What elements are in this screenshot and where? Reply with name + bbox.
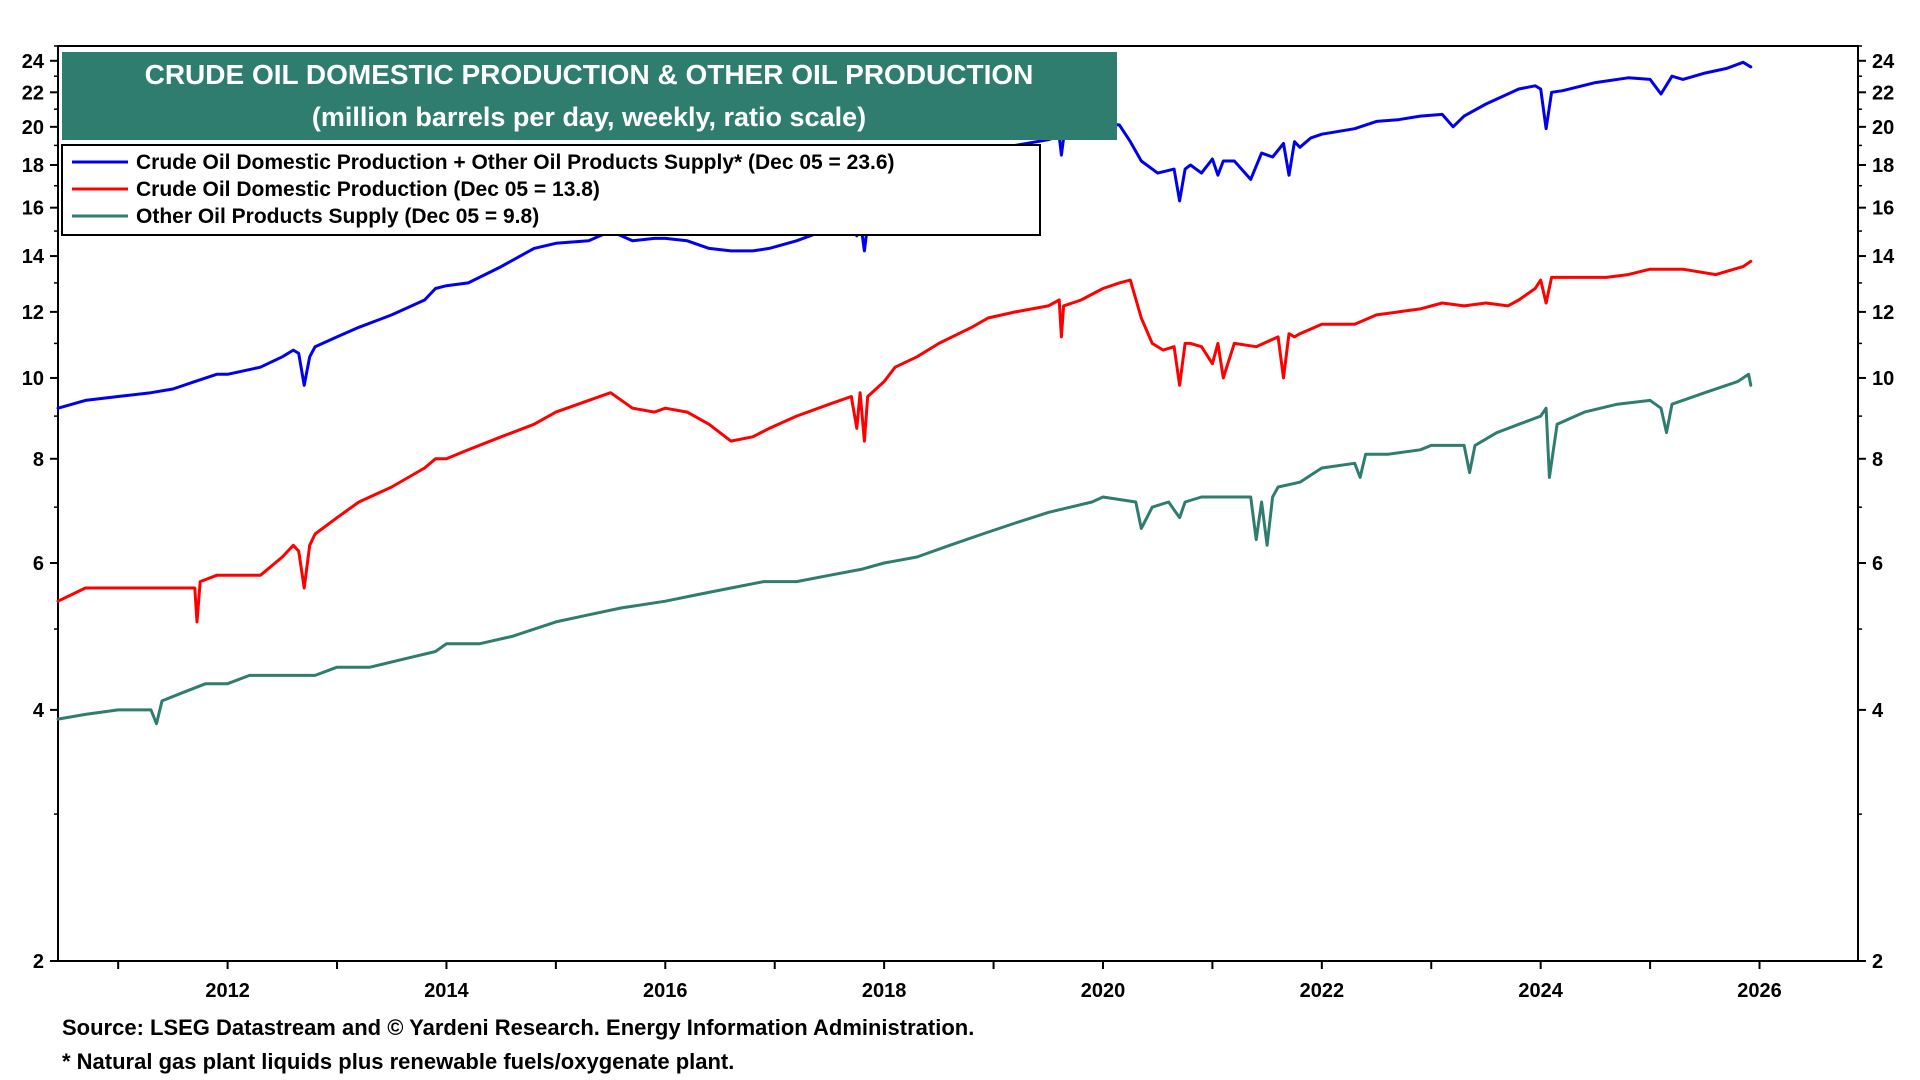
title-box (62, 52, 1117, 140)
x-tick-label: 2016 (643, 980, 688, 1002)
x-tick-label: 2018 (862, 980, 907, 1002)
y-tick-label-left: 22 (22, 82, 44, 104)
x-tick-label: 2022 (1300, 980, 1345, 1002)
y-tick-label-right: 8 (1872, 449, 1883, 471)
legend-label-crude: Crude Oil Domestic Production (Dec 05 = … (136, 178, 600, 201)
chart-subtitle: (million barrels per day, weekly, ratio … (312, 102, 866, 132)
y-tick-label-left: 6 (33, 553, 44, 575)
chart-title: CRUDE OIL DOMESTIC PRODUCTION & OTHER OI… (145, 59, 1034, 90)
y-tick-label-left: 18 (22, 155, 44, 177)
y-tick-label-right: 4 (1872, 700, 1884, 722)
series-line-2 (56, 372, 1753, 726)
x-tick-label: 2014 (424, 980, 469, 1002)
x-tick-label: 2020 (1081, 980, 1126, 1002)
y-tick-label-left: 8 (33, 449, 44, 471)
y-tick-label-left: 4 (33, 700, 45, 722)
y-tick-label-right: 16 (1872, 198, 1894, 220)
legend-label-total: Crude Oil Domestic Production + Other Oi… (136, 151, 895, 174)
y-tick-label-right: 2 (1872, 951, 1883, 973)
y-tick-label-right: 22 (1872, 82, 1894, 104)
legend-box (61, 144, 1041, 236)
y-tick-label-right: 18 (1872, 155, 1894, 177)
series-line-1 (56, 259, 1753, 624)
y-tick-label-right: 14 (1872, 246, 1895, 268)
y-tick-label-left: 24 (22, 51, 45, 73)
y-tick-label-right: 10 (1872, 368, 1894, 390)
legend-label-other: Other Oil Products Supply (Dec 05 = 9.8) (136, 205, 539, 228)
y-tick-label-left: 16 (22, 198, 44, 220)
y-tick-label-right: 24 (1872, 51, 1895, 73)
y-tick-label-right: 6 (1872, 553, 1883, 575)
x-axis-ticks: 2012 2014 2016 2018 2020 2022 2024 2026 (117, 961, 1782, 1002)
y-tick-label-left: 12 (22, 302, 44, 324)
x-tick-label: 2012 (205, 980, 250, 1002)
x-tick-label: 2026 (1737, 980, 1782, 1002)
y-tick-label-left: 10 (22, 368, 44, 390)
y-tick-label-right: 20 (1872, 117, 1894, 139)
y-tick-label-left: 2 (33, 951, 44, 973)
y-tick-label-left: 20 (22, 117, 44, 139)
y-tick-label-right: 12 (1872, 302, 1894, 324)
y-tick-label-left: 14 (22, 246, 45, 268)
x-tick-label: 2024 (1518, 980, 1563, 1002)
footnote-note: * Natural gas plant liquids plus renewab… (62, 1049, 735, 1074)
source-note: Source: LSEG Datastream and © Yardeni Re… (62, 1015, 975, 1040)
